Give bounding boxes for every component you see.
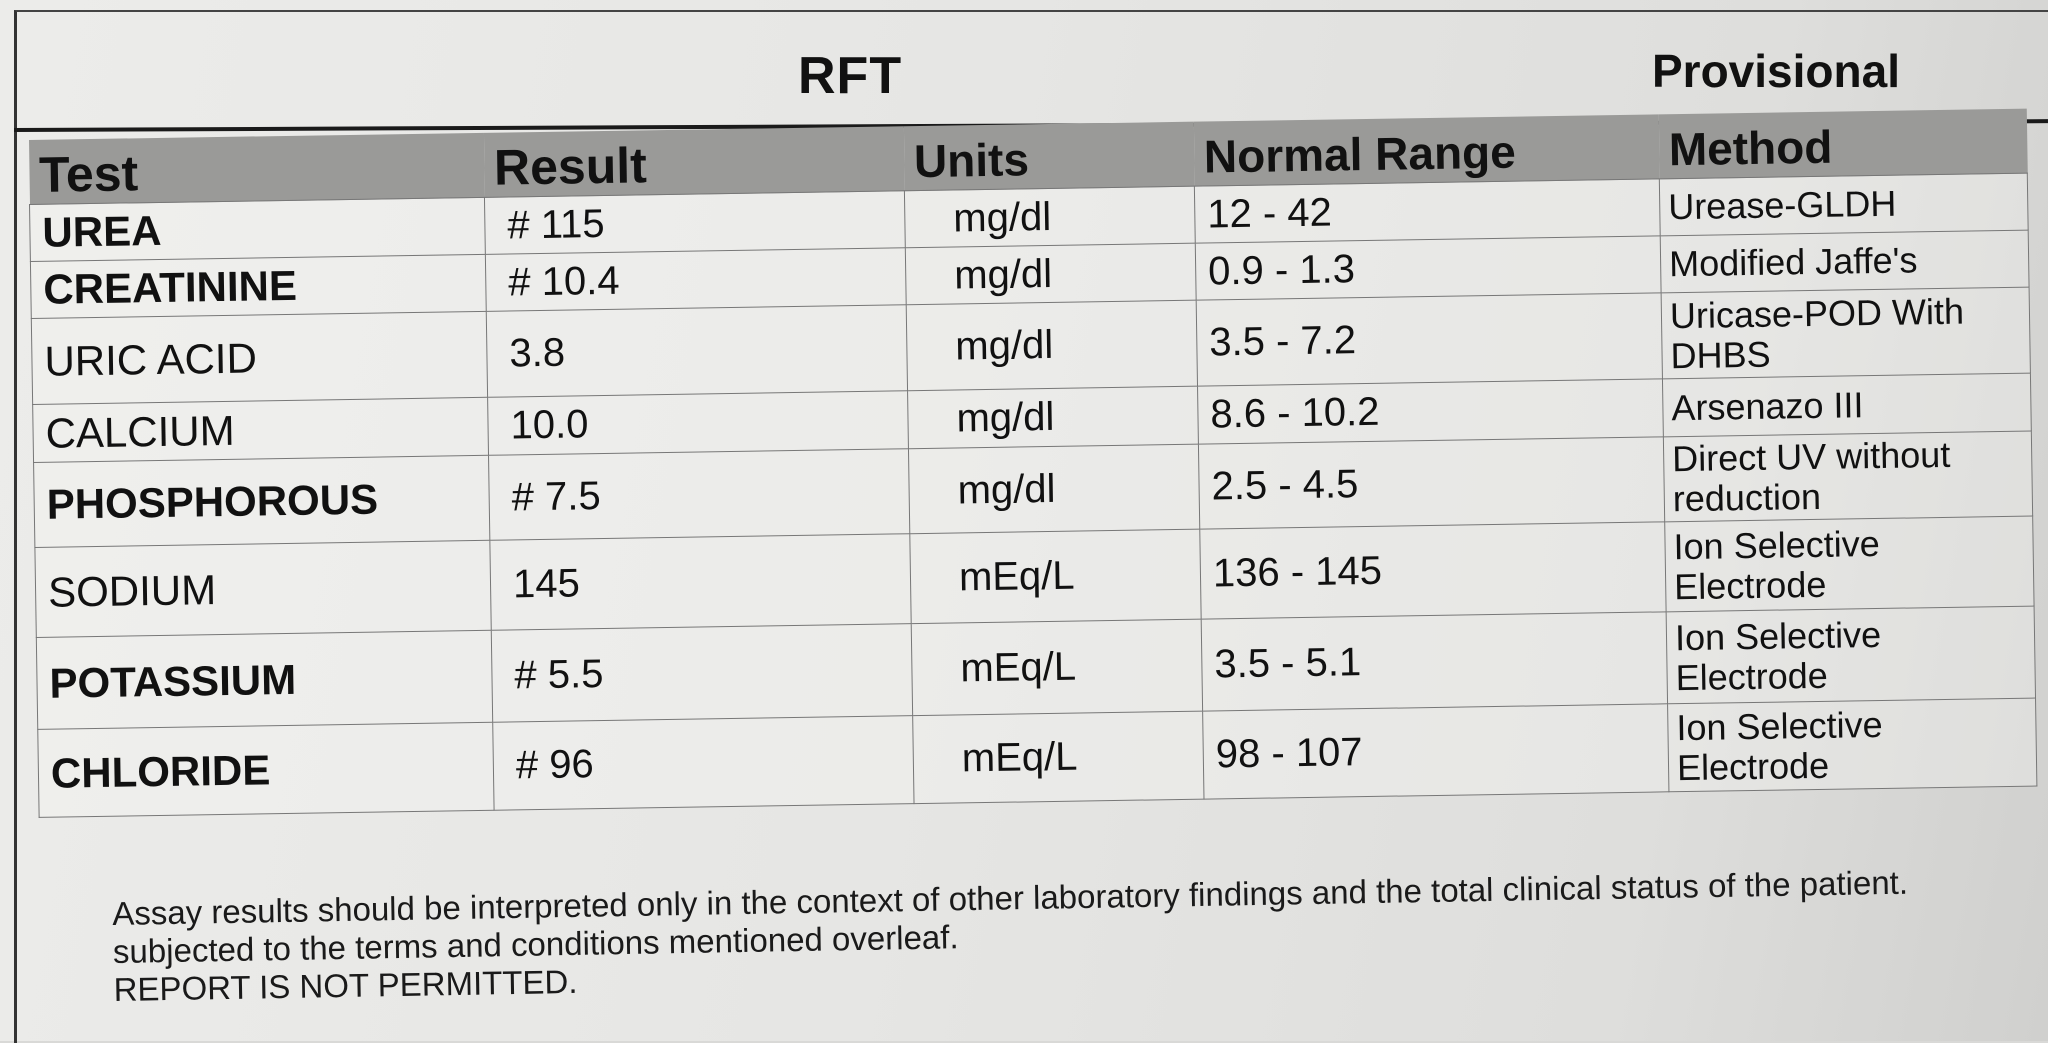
test-method: Ion Selective Electrode <box>1664 516 2035 612</box>
test-name: CREATININE <box>30 254 487 319</box>
results-table: Test Result Units Normal Range Method UR… <box>28 108 2037 818</box>
header-method: Method <box>1668 120 1833 176</box>
test-result: 10.0 <box>487 390 909 456</box>
test-normal-range: 2.5 - 4.5 <box>1198 436 1665 530</box>
test-method: Urease-GLDH <box>1659 173 2029 236</box>
test-units: mg/dl <box>904 186 1196 248</box>
test-method: Direct UV without reduction <box>1663 431 2033 522</box>
test-result: # 115 <box>484 190 906 255</box>
test-units: mg/dl <box>908 444 1200 534</box>
test-units: mEq/L <box>911 619 1203 716</box>
header-result: Result <box>493 137 648 196</box>
test-normal-range: 3.5 - 5.1 <box>1201 611 1668 712</box>
test-units: mEq/L <box>912 711 1204 804</box>
test-name: CALCIUM <box>32 397 489 463</box>
header-test: Test <box>38 145 139 203</box>
test-units: mEq/L <box>909 529 1202 624</box>
test-method: Ion Selective Electrode <box>1667 698 2037 792</box>
test-name: POTASSIUM <box>36 630 493 730</box>
test-normal-range: 12 - 42 <box>1194 178 1661 244</box>
report-frame <box>14 10 2048 1043</box>
header-normal-range: Normal Range <box>1203 125 1517 183</box>
test-normal-range: 0.9 - 1.3 <box>1195 235 1662 301</box>
test-units: mg/dl <box>906 300 1198 391</box>
results-table-wrapper: Test Result Units Normal Range Method UR… <box>28 108 2038 948</box>
test-result: # 7.5 <box>488 448 910 541</box>
test-normal-range: 98 - 107 <box>1202 703 1669 800</box>
test-result: # 96 <box>492 715 915 811</box>
test-units: mg/dl <box>907 386 1199 449</box>
test-normal-range: 136 - 145 <box>1199 521 1667 620</box>
test-result: 145 <box>489 533 912 631</box>
test-method: Ion Selective Electrode <box>1666 606 2036 704</box>
test-name: PHOSPHOROUS <box>33 455 490 548</box>
test-method: Arsenazo III <box>1662 373 2032 437</box>
test-normal-range: 3.5 - 7.2 <box>1196 292 1663 387</box>
test-method: Uricase-POD With DHBS <box>1661 287 2031 379</box>
test-result: 3.8 <box>486 304 908 398</box>
test-method: Modified Jaffe's <box>1660 230 2030 293</box>
report-status: Provisional <box>1652 45 1900 97</box>
test-result: # 5.5 <box>491 623 913 723</box>
report-title: RFT <box>798 47 903 105</box>
test-name: URIC ACID <box>31 311 488 405</box>
test-normal-range: 8.6 - 10.2 <box>1197 378 1664 445</box>
test-result: # 10.4 <box>485 247 907 312</box>
test-name: CHLORIDE <box>37 722 495 818</box>
header-units: Units <box>913 133 1030 188</box>
test-name: SODIUM <box>34 540 492 638</box>
test-units: mg/dl <box>905 243 1197 305</box>
test-name: UREA <box>29 197 486 262</box>
